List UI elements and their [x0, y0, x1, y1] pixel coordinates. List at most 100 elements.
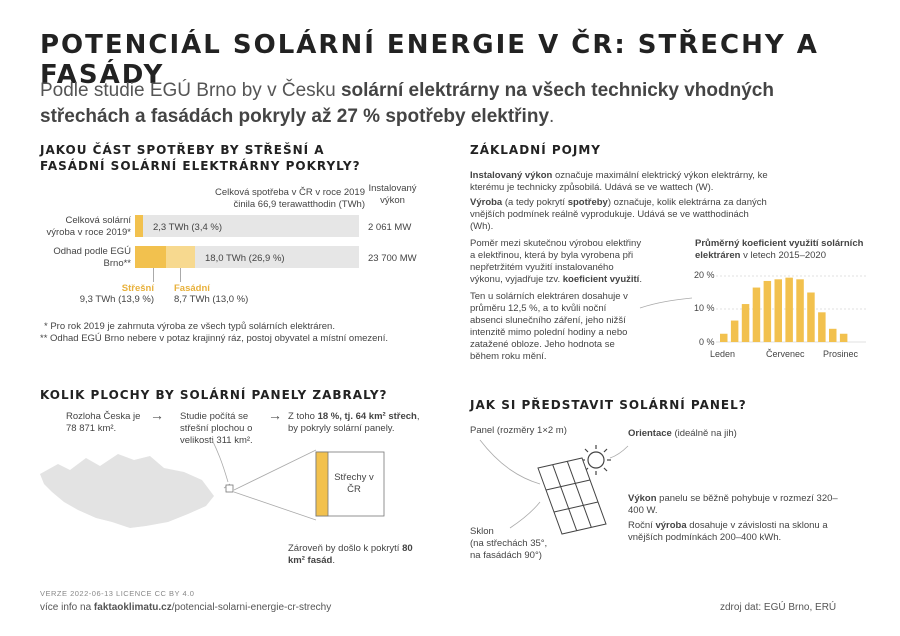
y-tick-0: 0 %	[699, 337, 715, 347]
installed-header: Instalovaný výkon	[368, 183, 417, 206]
def1-text: označuje maximální elektrický výkon elek…	[470, 170, 768, 193]
row2-installed: 23 700 MW	[368, 253, 417, 264]
orientation-label: Orientace (ideálně na jih)	[628, 428, 737, 440]
note2: ** Odhad EGÚ Brno nebere v potaz krajinn…	[40, 333, 388, 344]
panel-pointer	[479, 439, 541, 485]
orientation-pointer	[609, 445, 629, 459]
more-info-link[interactable]: více info na faktaoklimatu.cz/potencial-…	[40, 602, 331, 613]
of-that-post: , by pokryly solární panely.	[288, 411, 420, 434]
facade-note-pre: Zároveň by došlo k pokrytí	[288, 543, 403, 554]
ratio-text: Poměr mezi skutečnou výrobou elektřiny a…	[470, 238, 645, 286]
roofs-label: Střechy v ČR	[334, 472, 374, 495]
capacity-factor-chart	[716, 275, 866, 343]
yield-bold: výroba	[655, 520, 687, 531]
row2-value: 18,0 TWh (26,9 %)	[205, 253, 285, 264]
y-tick-10: 10 %	[694, 303, 715, 313]
lead-highlight: solární elektrárny na všech technicky vh…	[40, 80, 774, 127]
power-bold: Výkon	[628, 493, 657, 504]
chart-heading: Průměrný koeficient využití solárních el…	[695, 238, 865, 262]
row2-label: Odhad podle EGÚ Brno**	[53, 246, 131, 269]
lead-end: .	[549, 106, 555, 127]
facade-note-post: .	[332, 555, 335, 566]
of-that-text: Z toho 18 %, tj. 64 km² střech, by pokry…	[288, 411, 428, 435]
facade-tick	[180, 268, 181, 282]
x-tick-january: Leden	[710, 349, 736, 359]
tilt-text: Sklon (na střechách 35°, na fasádách 90°)	[470, 526, 560, 562]
roof-label: Střešní	[121, 283, 154, 294]
bar-month-1	[720, 333, 728, 342]
facade-note-bold: 80 km² fasád	[288, 543, 413, 566]
chart-title: Průměrný koeficient využití solárních el…	[695, 238, 864, 261]
row1-label: Celková solární výroba v roce 2019*	[46, 215, 132, 238]
more-info-domain: faktaoklimatu.cz	[93, 602, 172, 613]
solar-panel-illustration	[479, 439, 629, 535]
czech-map-shape	[40, 454, 214, 528]
arrow-icon: →	[150, 407, 164, 423]
bar-month-8	[796, 279, 804, 342]
x-tick-december: Prosinec	[823, 349, 859, 359]
czech-map-illustration	[40, 440, 385, 528]
data-source: zdroj dat: EGÚ Brno, ERÚ	[720, 602, 837, 613]
roof-value: 9,3 TWh (13,9 %)	[79, 294, 154, 305]
def1-term: Instalovaný výkon	[470, 170, 553, 181]
orientation-text: (ideálně na jih)	[671, 428, 737, 439]
area-text: Rozloha Česka je 78 871 km².	[66, 411, 141, 434]
row2-facade-bar	[166, 246, 195, 268]
chart-subtitle: v letech 2015–2020	[743, 250, 826, 261]
tilt-pointer	[509, 501, 541, 529]
pointer-line	[211, 440, 229, 483]
panel-label: Panel (rozměry 1×2 m)	[470, 425, 567, 436]
more-info-path: /potencial-solarni-energie-cr-strechy	[171, 602, 332, 613]
tilt-label: Sklon	[470, 526, 494, 537]
definition-installed: Instalovaný výkon označuje maximální ele…	[470, 170, 770, 194]
ratio-end: .	[639, 274, 642, 285]
of-that-bold: 18 %, tj. 64 km² střech	[317, 411, 417, 422]
page-title: POTENCIÁL SOLÁRNÍ ENERGIE V ČR: STŘECHY …	[40, 30, 819, 90]
pointer-curve	[639, 297, 693, 309]
facade-note: Zároveň by došlo k pokrytí 80 km² fasád.	[288, 543, 418, 567]
facade-value: 8,7 TWh (13,0 %)	[174, 294, 249, 305]
x-tick-july: Červenec	[766, 349, 805, 359]
bar-month-10	[818, 312, 826, 342]
arrow-icon: →	[268, 407, 282, 423]
ratio-term: koeficient využití	[562, 274, 640, 285]
section2-heading: KOLIK PLOCHY BY SOLÁRNÍ PANELY ZABRALY?	[40, 388, 388, 402]
bar-month-3	[741, 304, 750, 342]
connector-line	[223, 449, 317, 521]
bar-month-2	[730, 320, 739, 342]
panel-icon	[537, 457, 607, 535]
def2-text: ) označuje, kolik elektrárna za daných v…	[470, 197, 767, 232]
bar-month-5	[763, 280, 772, 342]
study-text: Studie počítá se střešní plochou o velik…	[180, 411, 253, 446]
bar-month-9	[807, 292, 815, 342]
section1-heading: JAKOU ČÁST SPOTŘEBY BY STŘEŠNÍ A FASÁDNÍ…	[40, 143, 361, 173]
more-info-pre: více info na	[40, 602, 94, 613]
consumption-header: Celková spotřeba v ČR v roce 2019 činila…	[215, 187, 365, 210]
row1-installed: 2 061 MW	[368, 222, 412, 233]
bar-month-4	[752, 287, 761, 342]
bar-month-11	[829, 328, 837, 342]
y-tick-20: 20 %	[694, 270, 715, 280]
tilt-detail: (na střechách 35°, na fasádách 90°)	[470, 538, 548, 561]
version-license: VERZE 2022-06-13 LICENCE CC BY 4.0	[40, 589, 195, 598]
solar-share-strip	[315, 451, 329, 517]
row1-value: 2,3 TWh (3,4 %)	[153, 222, 222, 233]
def2-term2: spotřeby	[567, 197, 608, 208]
bar-month-6	[774, 279, 782, 342]
facade-label: Fasádní	[174, 283, 210, 294]
definition-production: Výroba (a tedy pokrytí spotřeby) označuj…	[470, 197, 770, 233]
bar-month-7	[785, 277, 793, 342]
of-that-pre: Z toho	[288, 411, 318, 422]
solar-factor-text: Ten u solárních elektráren dosahuje v pr…	[470, 291, 628, 362]
yield-text: Roční výroba dosahuje v závislosti na sk…	[628, 520, 848, 544]
orientation-bold: Orientace	[628, 428, 672, 439]
yield-body: dosahuje v závislosti na sklonu a vnější…	[628, 520, 828, 543]
lead-paragraph: Podle studie EGÚ Brno by v Česku solární…	[40, 78, 860, 130]
row1-solar-bar	[135, 215, 143, 237]
note1: * Pro rok 2019 je zahrnuta výroba ze vše…	[44, 321, 335, 332]
sun-icon	[581, 445, 611, 475]
def2-mid: (a tedy pokrytí	[502, 197, 568, 208]
row1-total-bar	[135, 215, 359, 237]
lead-text: Podle studie EGÚ Brno by v Česku	[40, 80, 341, 101]
ratio-body: Poměr mezi skutečnou výrobou elektřiny a…	[470, 238, 642, 285]
